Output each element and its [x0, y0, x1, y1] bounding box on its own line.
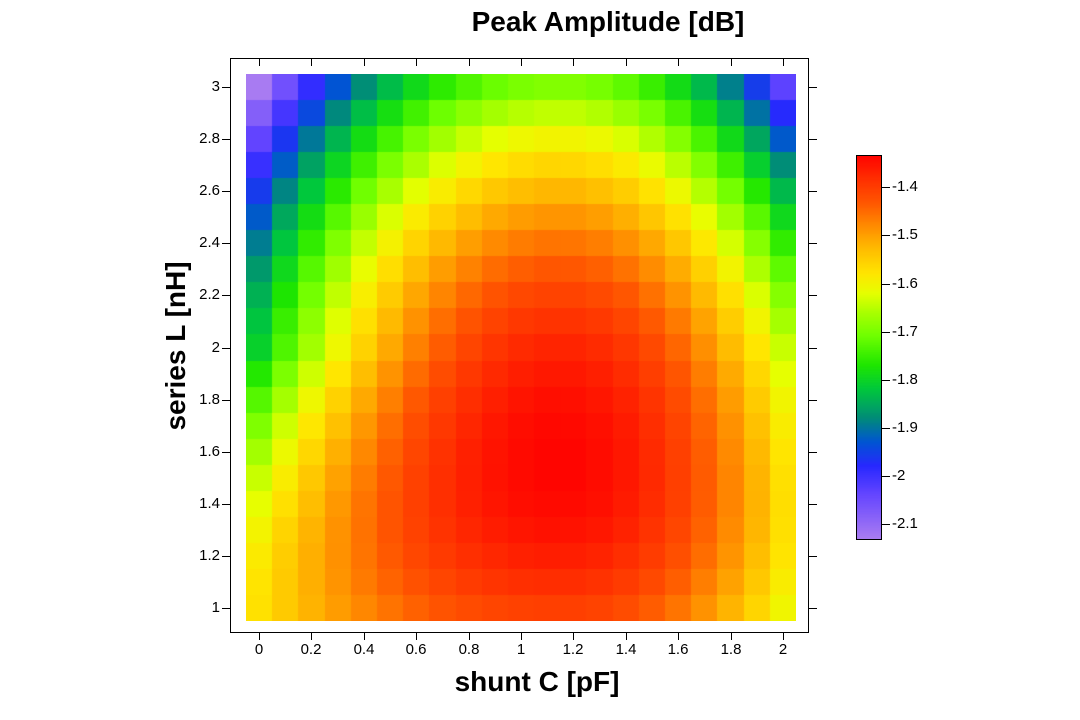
y-tick-left — [222, 608, 230, 609]
x-tick-bottom — [678, 633, 679, 640]
x-tick-top — [311, 59, 312, 66]
y-tick-right — [809, 400, 817, 401]
y-tick-right — [809, 87, 817, 88]
y-tick-left — [222, 243, 230, 244]
colorbar-tick — [882, 476, 890, 477]
y-tick-label: 2.8 — [199, 130, 220, 147]
x-tick-top — [469, 59, 470, 66]
y-tick-left — [222, 452, 230, 453]
x-tick-bottom — [731, 633, 732, 640]
y-tick-right — [809, 504, 817, 505]
colorbar-gradient — [857, 156, 881, 539]
chart-title: Peak Amplitude [dB] — [471, 6, 745, 37]
y-tick-right — [809, 243, 817, 244]
colorbar-tick — [882, 235, 890, 236]
y-tick-left — [222, 87, 230, 88]
x-tick-top — [521, 59, 522, 66]
x-tick-top — [678, 59, 679, 66]
y-tick-label: 2.6 — [199, 182, 220, 199]
y-tick-label: 1.8 — [199, 391, 220, 408]
colorbar-tick — [882, 187, 890, 188]
y-tick-right — [809, 139, 817, 140]
x-tick-top — [573, 59, 574, 66]
y-tick-label: 1 — [211, 599, 220, 616]
x-tick-bottom — [783, 633, 784, 640]
x-tick-bottom — [573, 633, 574, 640]
y-tick-left — [222, 556, 230, 557]
x-tick-top — [731, 59, 732, 66]
x-axis-label: shunt C [pF] — [454, 666, 620, 697]
x-tick-bottom — [311, 633, 312, 640]
x-tick-label: 0.4 — [353, 641, 375, 658]
x-tick-top — [364, 59, 365, 66]
y-tick-label: 1.2 — [199, 547, 220, 564]
colorbar-tick-label: -1.5 — [892, 226, 918, 243]
x-tick-bottom — [259, 633, 260, 640]
y-tick-left — [222, 191, 230, 192]
y-tick-right — [809, 452, 817, 453]
x-tick-bottom — [416, 633, 417, 640]
y-tick-left — [222, 139, 230, 140]
colorbar-tick — [882, 284, 890, 285]
y-tick-left — [222, 348, 230, 349]
x-tick-label: 0.2 — [300, 641, 322, 658]
heatmap-image — [246, 74, 796, 621]
x-tick-top — [259, 59, 260, 66]
colorbar-tick-label: -1.6 — [892, 275, 918, 292]
x-tick-bottom — [626, 633, 627, 640]
x-tick-bottom — [521, 633, 522, 640]
y-tick-right — [809, 608, 817, 609]
x-tick-label: 1.4 — [615, 641, 637, 658]
y-tick-label: 1.6 — [199, 443, 220, 460]
y-tick-label: 3 — [211, 78, 220, 95]
y-tick-right — [809, 191, 817, 192]
colorbar-tick-label: -1.4 — [892, 178, 918, 195]
x-tick-label: 0 — [254, 641, 264, 658]
colorbar-tick — [882, 428, 890, 429]
x-tick-label: 0.6 — [405, 641, 427, 658]
y-tick-left — [222, 400, 230, 401]
x-tick-bottom — [469, 633, 470, 640]
y-tick-right — [809, 348, 817, 349]
colorbar-tick-label: -1.9 — [892, 419, 918, 436]
colorbar-tick — [882, 524, 890, 525]
x-tick-top — [783, 59, 784, 66]
y-tick-label: 2.2 — [199, 286, 220, 303]
y-tick-label: 2 — [211, 339, 220, 356]
x-tick-label: 1.8 — [720, 641, 742, 658]
x-tick-top — [416, 59, 417, 66]
colorbar-tick — [882, 380, 890, 381]
y-tick-left — [222, 504, 230, 505]
x-tick-label: 1.2 — [562, 641, 584, 658]
x-tick-top — [626, 59, 627, 66]
x-tick-label: 0.8 — [458, 641, 480, 658]
y-tick-label: 1.4 — [199, 495, 220, 512]
colorbar-tick — [882, 332, 890, 333]
x-tick-label: 1.6 — [667, 641, 689, 658]
colorbar-tick-label: -2 — [892, 467, 906, 484]
y-tick-right — [809, 295, 817, 296]
y-tick-label: 2.4 — [199, 234, 220, 251]
x-tick-label: 1 — [516, 641, 526, 658]
x-tick-label: 2 — [778, 641, 788, 658]
colorbar-tick-label: -1.8 — [892, 371, 918, 388]
y-tick-left — [222, 295, 230, 296]
y-tick-right — [809, 556, 817, 557]
colorbar-tick-label: -2.1 — [892, 515, 918, 532]
x-tick-bottom — [364, 633, 365, 640]
colorbar-tick-label: -1.7 — [892, 323, 918, 340]
